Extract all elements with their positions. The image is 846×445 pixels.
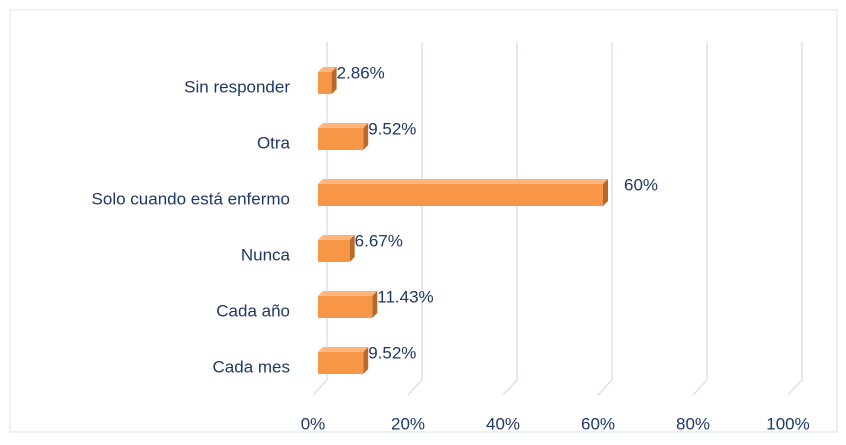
value-label: 2.86% (337, 63, 385, 82)
bar-side (331, 67, 337, 94)
bar-side (363, 123, 369, 150)
value-label: 9.52% (368, 119, 416, 138)
x-tick-label: 80% (676, 414, 710, 433)
bar-top (318, 347, 369, 352)
bar-side (349, 235, 355, 262)
grid-line (407, 42, 423, 396)
x-tick-label: 60% (581, 414, 615, 433)
y-tick-label: Nunca (241, 245, 291, 264)
bar (318, 128, 364, 150)
bar-top (318, 291, 378, 296)
bar (318, 240, 350, 262)
value-label: 6.67% (355, 231, 403, 250)
x-tick-label: 20% (391, 414, 425, 433)
y-tick-label: Otra (257, 133, 291, 152)
grid-line (787, 42, 803, 396)
x-tick-label: 40% (486, 414, 520, 433)
bar (318, 72, 332, 94)
bar-side (603, 179, 608, 206)
grid-line (502, 42, 518, 396)
bar-top (318, 179, 608, 184)
y-tick-label: Cada año (216, 301, 290, 320)
bar-top (318, 67, 337, 72)
bar (318, 296, 373, 318)
value-label: 11.43% (377, 287, 433, 306)
value-label: 9.52% (368, 343, 416, 362)
x-tick-label: 0% (301, 414, 326, 433)
y-tick-label: Sin responder (184, 77, 290, 96)
bar-top (318, 235, 355, 240)
y-tick-label: Cada mes (213, 357, 290, 376)
y-tick-label: Solo cuando está enfermo (92, 189, 290, 208)
x-tick-label: 100% (766, 414, 809, 433)
grid-line (692, 42, 708, 396)
bar (318, 352, 364, 374)
bar-side (372, 291, 378, 318)
grid-line (597, 42, 613, 396)
bar (318, 184, 603, 206)
grid-line (312, 42, 328, 396)
bar-side (363, 347, 369, 374)
chart-border (9, 9, 838, 433)
bar-top (318, 123, 369, 128)
value-label: 60% (624, 175, 658, 194)
